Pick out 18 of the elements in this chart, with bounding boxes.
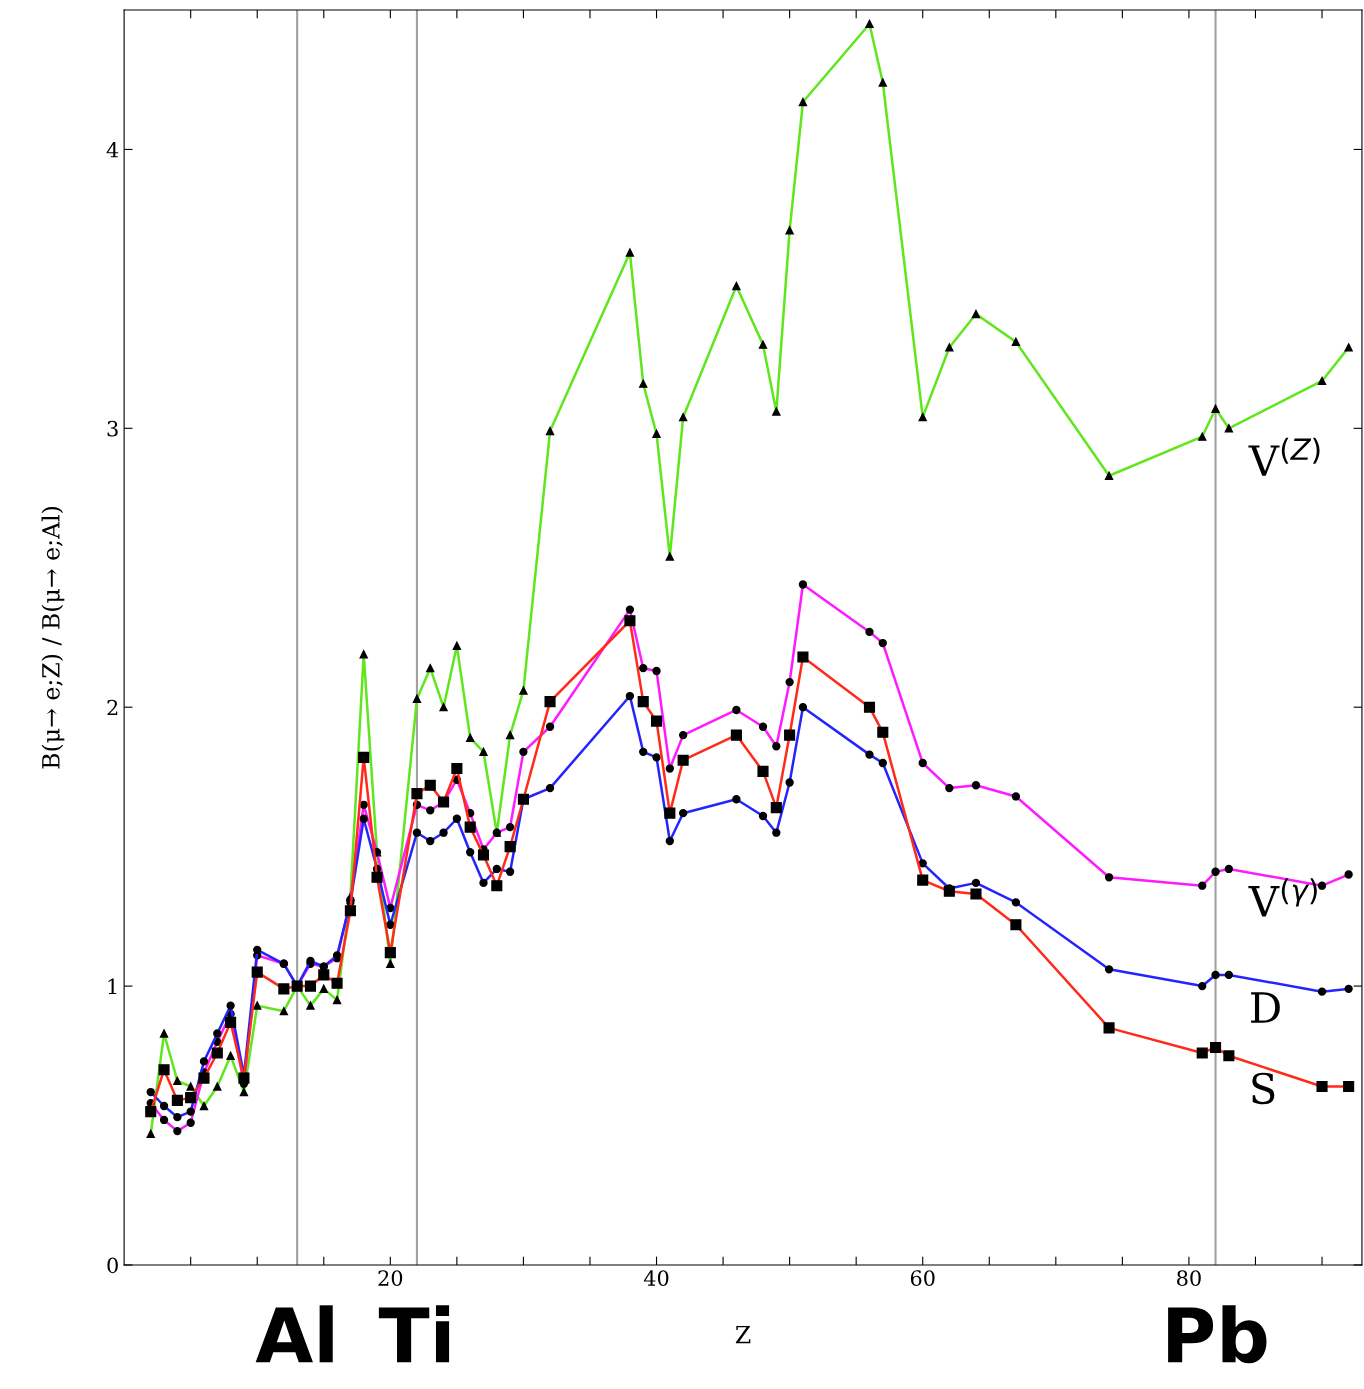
x-tick-label: 60 xyxy=(910,1270,935,1286)
ref-line-label: Ti xyxy=(378,1305,450,1363)
y-tick-label: 1 xyxy=(108,978,117,994)
legend-label: D xyxy=(1251,992,1280,1023)
y-tick-label: 3 xyxy=(107,420,118,437)
y-tick-label: 4 xyxy=(106,141,119,158)
x-tick-label: 40 xyxy=(643,1270,669,1286)
series-label: S xyxy=(1252,1072,1275,1105)
x-tick-label: 80 xyxy=(1177,1270,1201,1286)
y-tick-label: 0 xyxy=(107,1257,118,1274)
x-tick-label: 20 xyxy=(378,1270,403,1286)
y-tick-label: 2 xyxy=(107,699,118,716)
legend-label: V$^{(Z)}$ xyxy=(1248,437,1320,476)
x-axis-title: Z xyxy=(735,1325,751,1344)
y-axis-title: B(μ→ e;Z) / B(μ→ e;Al) xyxy=(41,507,65,769)
series-label: V$^{(γ)}$ xyxy=(1248,878,1317,917)
ref-line-label: Al xyxy=(255,1305,333,1363)
ref-line-label: Pb xyxy=(1168,1305,1267,1364)
